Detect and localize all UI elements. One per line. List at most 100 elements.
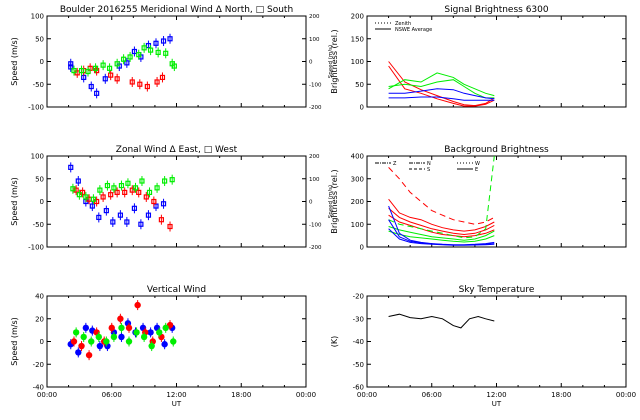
data-point-green <box>118 324 125 332</box>
data-point-red <box>151 198 157 205</box>
data-point-green <box>78 67 85 74</box>
data-point-blue <box>68 64 74 70</box>
data-point-green <box>139 178 145 184</box>
data-point-red <box>158 217 164 223</box>
y-tick-label: -100 <box>28 104 44 112</box>
data-point-green <box>133 329 140 336</box>
data-point-green <box>114 61 120 67</box>
data-point-green <box>162 178 168 184</box>
data-point-green <box>125 338 133 345</box>
y-tick-label: 20 <box>35 315 44 323</box>
data-point-blue <box>167 36 173 42</box>
data-point-green <box>148 342 155 350</box>
x-tick-label: 12:00 <box>486 391 506 399</box>
chart-title: Vertical Wind <box>147 285 206 295</box>
data-point-green <box>110 333 118 341</box>
x-tick-label: 06:00 <box>422 391 442 399</box>
data-point-green <box>170 338 177 345</box>
data-point-green <box>154 185 160 191</box>
y2-tick-label: -100 <box>309 82 322 88</box>
data-point-red <box>108 72 114 78</box>
data-point-red <box>159 74 166 81</box>
y-axis-label: Speed (m/s) <box>10 317 19 366</box>
data-point-red <box>167 223 173 230</box>
data-point-red <box>114 76 120 82</box>
data-point-green <box>132 185 139 191</box>
data-point-green <box>136 52 142 58</box>
y-tick-label: 100 <box>351 221 364 229</box>
data-point-red <box>125 324 133 332</box>
data-point-blue <box>124 60 130 66</box>
legend-label: E <box>475 167 478 173</box>
data-point-blue <box>145 212 152 218</box>
data-point-green <box>80 333 87 341</box>
data-point-green <box>71 67 77 74</box>
data-point-green <box>72 329 80 336</box>
data-point-green <box>76 192 82 198</box>
x-tick-label: 12:00 <box>166 391 186 399</box>
series-line-blue <box>388 88 495 100</box>
y-tick-label: 0 <box>40 198 44 206</box>
data-point-blue <box>160 38 167 44</box>
data-point-red <box>108 324 115 332</box>
data-point-green <box>92 65 99 71</box>
data-point-red <box>122 189 128 195</box>
y-tick-label: 0 <box>360 244 364 252</box>
data-point-blue <box>153 40 159 46</box>
y-tick-label: 50 <box>35 35 44 43</box>
data-point-green <box>141 45 147 51</box>
data-point-green <box>155 49 161 56</box>
series-line-green <box>388 230 495 243</box>
data-point-blue <box>103 208 109 214</box>
y-tick-label: 200 <box>351 198 364 206</box>
x-tick-label: 00:00 <box>357 391 377 399</box>
data-point-blue <box>82 324 90 332</box>
x-tick-label: 18:00 <box>551 391 571 399</box>
data-point-green <box>85 68 91 75</box>
y-tick-label: 100 <box>31 13 44 21</box>
y-tick-label: 0 <box>40 338 44 346</box>
plot-frame <box>46 295 307 388</box>
series-line-green <box>388 155 495 239</box>
x-tick-label: 00:00 <box>37 391 57 399</box>
data-point-blue <box>110 219 116 225</box>
data-point-blue <box>75 178 81 184</box>
data-point-red <box>114 189 120 195</box>
data-point-green <box>171 63 177 69</box>
data-point-green <box>163 50 169 56</box>
data-point-blue <box>147 329 154 336</box>
data-point-green <box>121 56 127 62</box>
y2-tick-label: 200 <box>309 154 320 160</box>
y-axis-label: Brightness (rel.) <box>330 169 339 233</box>
data-point-blue <box>96 342 104 350</box>
panel-meridional: Boulder 2016255 Meridional Wind Δ North,… <box>10 5 334 112</box>
y-axis-label: Speed (m/s) <box>10 37 19 86</box>
legend-label: W <box>475 161 480 167</box>
y-tick-label: 0 <box>40 58 44 66</box>
data-point-red <box>117 315 124 322</box>
data-point-red <box>70 338 78 345</box>
data-point-blue <box>68 164 74 170</box>
x-tick-label: 00:00 <box>296 391 316 399</box>
data-point-green <box>97 187 103 193</box>
data-point-green <box>70 186 76 192</box>
y-tick-label: -30 <box>353 315 364 323</box>
data-point-green <box>127 54 133 60</box>
data-point-green <box>83 194 89 200</box>
data-point-green <box>103 338 110 345</box>
y-axis-label: (K) <box>330 336 339 348</box>
panel-signal: Signal Brightness 6300 Brightness (rel.) 0… <box>330 5 627 112</box>
data-point-green <box>148 47 154 53</box>
y-tick-label: -20 <box>353 293 364 301</box>
y-tick-label: 150 <box>351 35 364 43</box>
y2-tick-label: 0 <box>309 60 313 66</box>
data-point-red <box>129 79 135 85</box>
data-point-red <box>137 81 143 87</box>
y-tick-label: -50 <box>33 221 44 229</box>
data-point-red <box>78 342 85 350</box>
data-point-green <box>146 189 153 195</box>
y2-tick-label: 100 <box>309 37 320 43</box>
legend-label: Zenith <box>395 21 411 27</box>
data-point-blue <box>102 76 108 82</box>
